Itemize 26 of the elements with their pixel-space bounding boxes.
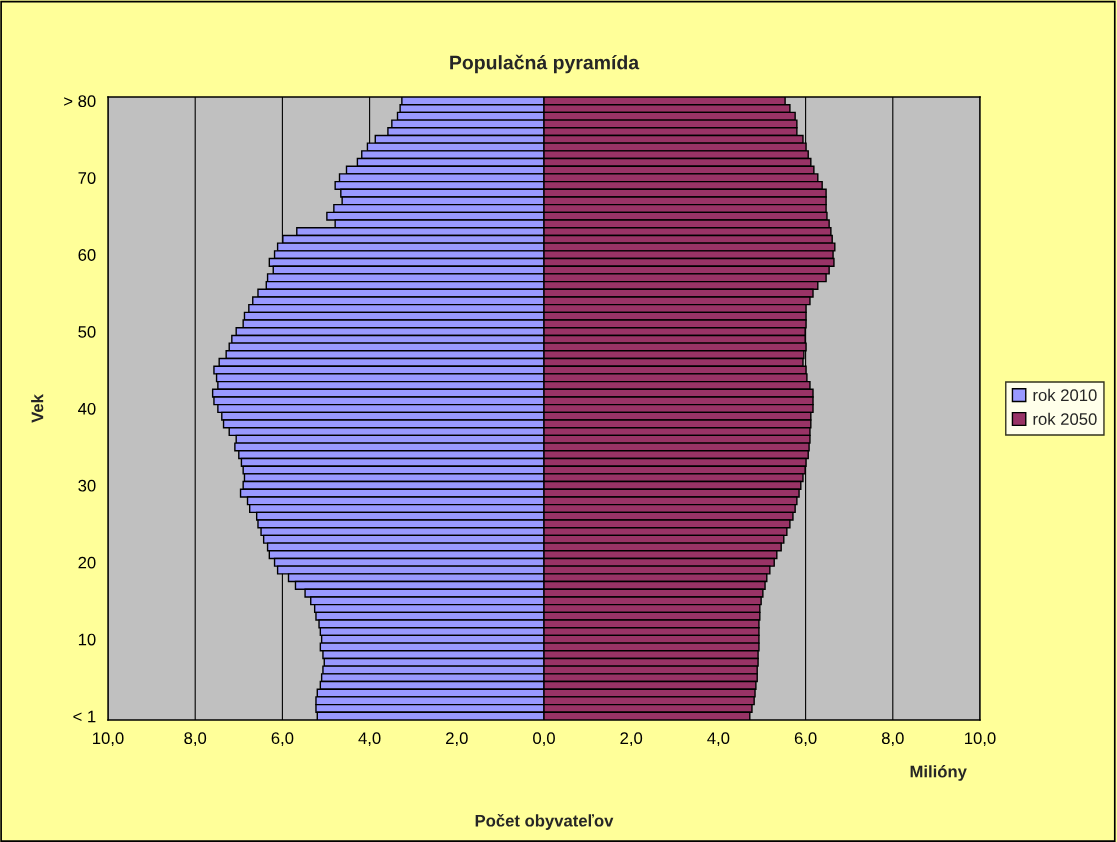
x-tick-label: 6,0	[271, 732, 294, 747]
y-tick-label: 40	[78, 402, 96, 415]
y-tick-label: 10	[78, 633, 96, 646]
x-tick-label: 8,0	[184, 732, 207, 747]
chart-title: Populačná pyramída	[450, 54, 640, 74]
y-tick-label: 70	[78, 172, 96, 184]
y-axis-title: Vek	[31, 394, 44, 423]
legend-label: rok 2010	[1033, 388, 1097, 402]
x-axis-title: Počet obyvateľov	[475, 814, 614, 830]
y-tick-label: 60	[78, 249, 96, 261]
legend-label: rok 2050	[1033, 412, 1097, 425]
x-tick-label: 6,0	[794, 732, 817, 747]
y-tick-label: < 1	[73, 710, 96, 723]
y-tick-label: 20	[78, 556, 96, 569]
x-tick-label: 4,0	[358, 732, 381, 747]
x-tick-label: 2,0	[446, 732, 468, 747]
x-tick-label: 4,0	[707, 732, 730, 747]
text: Milióny	[910, 765, 967, 781]
x-tick-label: 0,0	[533, 732, 555, 747]
x-tick-label: 10,0	[93, 732, 124, 747]
x-tick-label: 2,0	[620, 732, 643, 747]
x-tick-label: 8,0	[881, 732, 904, 747]
y-tick-label: 50	[78, 325, 96, 338]
x-tick-label: 10,0	[965, 732, 996, 747]
y-tick-label: > 80	[64, 95, 96, 108]
y-tick-label: 30	[78, 479, 96, 492]
